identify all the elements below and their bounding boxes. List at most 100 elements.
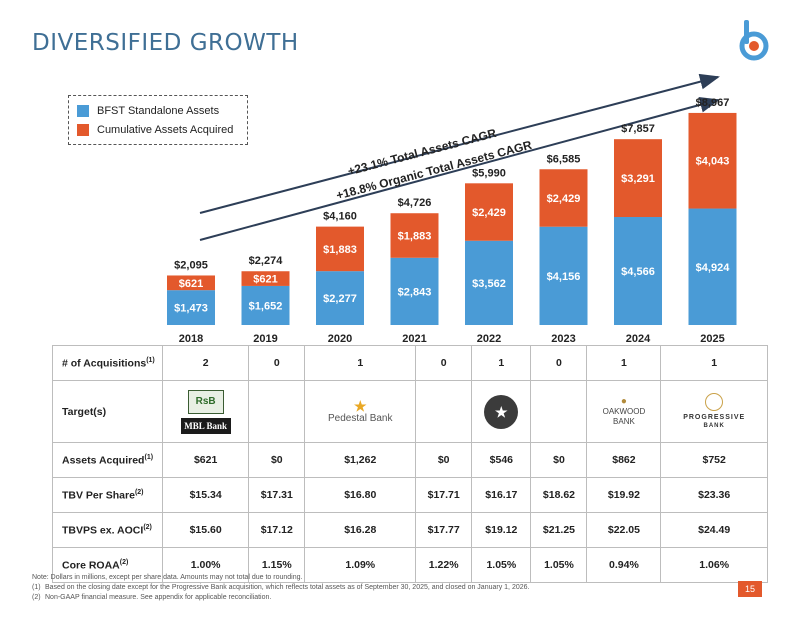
cagr-arrow-organic bbox=[199, 96, 720, 241]
table-cell: $16.28 bbox=[304, 512, 417, 548]
table-row: TBVPS ex. AOCI(2) $15.60 $17.12 $16.28 $17.7… bbox=[52, 512, 768, 548]
legend-swatch-standalone bbox=[77, 104, 89, 117]
data-label-acquired-2023: $2,429 bbox=[547, 193, 581, 205]
table-row: TBV Per Share(2) $15.34 $17.31 $16.80 $17.71… bbox=[52, 477, 768, 513]
bank-logo-icon: ★ Pedestal Bank bbox=[328, 398, 393, 424]
data-label-acquired-2024: $3,291 bbox=[621, 173, 655, 185]
row-label-text: Assets Acquired bbox=[62, 454, 145, 467]
footnotes: Note: Dollars in millions, except per sh… bbox=[32, 573, 529, 603]
table-cell: $0 bbox=[530, 442, 588, 478]
chart-legend: BFST Standalone Assets Cumulative Assets… bbox=[68, 95, 248, 145]
table-cell: $862 bbox=[586, 442, 662, 478]
target-logo-cell: ★ Pedestal Bank bbox=[304, 380, 417, 443]
data-label-acquired-2022: $2,429 bbox=[472, 207, 506, 219]
table-cell: $23.36 bbox=[660, 477, 768, 513]
bar-standalone-2021 bbox=[390, 257, 439, 325]
bar-acquired-2021 bbox=[390, 213, 439, 258]
bar-acquired-2023 bbox=[539, 169, 588, 227]
bar-standalone-2022 bbox=[465, 240, 513, 325]
x-tick-label-2019: 2019 bbox=[253, 333, 277, 345]
footnote-1: (1) Based on the closing date except for… bbox=[32, 583, 529, 593]
data-label-standalone-2018: $1,473 bbox=[174, 303, 208, 315]
bar-acquired-2020 bbox=[316, 226, 364, 272]
row-label: Target(s) bbox=[52, 380, 163, 443]
table-cell: 1.06% bbox=[660, 547, 768, 583]
table-cell: $19.92 bbox=[586, 477, 662, 513]
footnote-2: (2) Non-GAAP financial measure. See appe… bbox=[32, 593, 529, 603]
bank-logo-icon: PROGRESSIVE BANK bbox=[683, 393, 745, 430]
target-logo-cell bbox=[530, 380, 588, 443]
x-tick-label-2022: 2022 bbox=[477, 333, 501, 345]
x-tick-label-2021: 2021 bbox=[402, 333, 426, 345]
table-cell: $546 bbox=[471, 442, 532, 478]
total-label-2025: $8,967 bbox=[696, 97, 730, 109]
footnote-marker: (1) bbox=[144, 453, 154, 461]
table-cell: 1 bbox=[660, 345, 768, 381]
total-label-2024: $7,857 bbox=[621, 123, 655, 135]
footnote-1-key: (1) bbox=[32, 584, 41, 591]
footnote-1-text: Based on the closing date except for the… bbox=[45, 584, 530, 591]
bar-acquired-2019 bbox=[241, 271, 290, 286]
total-label-2019: $2,274 bbox=[249, 255, 284, 267]
bar-acquired-2022 bbox=[465, 183, 513, 241]
footnote-marker: (2) bbox=[119, 558, 129, 566]
table-cell: 2 bbox=[161, 345, 250, 381]
legend-swatch-acquired bbox=[77, 123, 89, 136]
row-label-text: # of Acquisitions bbox=[62, 357, 147, 370]
table-row: # of Acquisitions(1) 2 0 1 0 1 0 1 1 bbox=[52, 345, 768, 381]
table-cell: 0 bbox=[248, 345, 306, 381]
row-label-text: Core ROAA bbox=[62, 559, 120, 572]
metrics-table: # of Acquisitions(1) 2 0 1 0 1 0 1 1 Target(s) RsB… bbox=[52, 345, 768, 583]
x-tick-label-2025: 2025 bbox=[700, 333, 724, 345]
bar-standalone-2020 bbox=[316, 271, 364, 325]
table-cell: 1.15% bbox=[248, 547, 306, 583]
table-cell: $17.12 bbox=[248, 512, 306, 548]
footnote-marker: (2) bbox=[143, 523, 152, 531]
target-logo-cell: RsB MBL Bank bbox=[161, 380, 250, 443]
table-cell: 0.94% bbox=[586, 547, 662, 583]
target-logo-cell: ● OAKWOOD BANK bbox=[586, 380, 662, 443]
row-label-text: Target(s) bbox=[62, 405, 107, 418]
data-label-standalone-2025: $4,924 bbox=[696, 262, 731, 274]
data-label-acquired-2025: $4,043 bbox=[696, 156, 730, 168]
row-label: # of Acquisitions(1) bbox=[52, 345, 163, 381]
data-label-acquired-2021: $1,883 bbox=[398, 230, 432, 242]
row-label-text: TBVPS ex. AOCI bbox=[62, 524, 144, 537]
target-logo-cell: PROGRESSIVE BANK bbox=[660, 380, 768, 443]
footnote-main: Note: Dollars in millions, except per sh… bbox=[32, 574, 303, 581]
bar-standalone-2018 bbox=[167, 290, 215, 325]
data-label-standalone-2023: $4,156 bbox=[547, 271, 581, 283]
bfst-b-logo-icon bbox=[739, 20, 769, 61]
table-cell: 1.09% bbox=[304, 547, 417, 583]
table-cell: $16.80 bbox=[304, 477, 417, 513]
bar-standalone-2023 bbox=[539, 226, 588, 325]
table-cell: $21.25 bbox=[530, 512, 588, 548]
bar-acquired-2024 bbox=[614, 139, 662, 218]
table-cell: $17.77 bbox=[415, 512, 473, 548]
table-cell: $17.71 bbox=[415, 477, 473, 513]
data-label-acquired-2020: $1,883 bbox=[323, 244, 357, 256]
data-label-standalone-2019: $1,652 bbox=[249, 300, 283, 312]
x-tick-label-2018: 2018 bbox=[179, 333, 203, 345]
table-cell: 0 bbox=[415, 345, 473, 381]
table-cell: $22.05 bbox=[586, 512, 662, 548]
page-number: 15 bbox=[738, 581, 762, 597]
target-logo-cell: ★ bbox=[471, 380, 532, 443]
bar-standalone-2019 bbox=[241, 285, 290, 325]
target-logo-cell bbox=[415, 380, 473, 443]
bar-standalone-2024 bbox=[614, 217, 662, 325]
row-label-text: TBV Per Share bbox=[62, 489, 135, 502]
table-cell: 1.05% bbox=[530, 547, 588, 583]
table-cell: 1.05% bbox=[471, 547, 532, 583]
data-label-standalone-2020: $2,277 bbox=[323, 293, 357, 305]
footnote-marker: (2) bbox=[134, 488, 144, 496]
total-label-2022: $5,990 bbox=[472, 167, 506, 179]
row-label: TBVPS ex. AOCI(2) bbox=[52, 512, 163, 548]
table-cell: $24.49 bbox=[660, 512, 768, 548]
data-label-standalone-2024: $4,566 bbox=[621, 266, 655, 278]
table-cell: 1.22% bbox=[415, 547, 473, 583]
table-cell: 0 bbox=[530, 345, 588, 381]
table-cell: $1,262 bbox=[304, 442, 417, 478]
legend-label-acquired: Cumulative Assets Acquired bbox=[97, 123, 234, 136]
page-title: DIVERSIFIED GROWTH bbox=[32, 30, 299, 56]
